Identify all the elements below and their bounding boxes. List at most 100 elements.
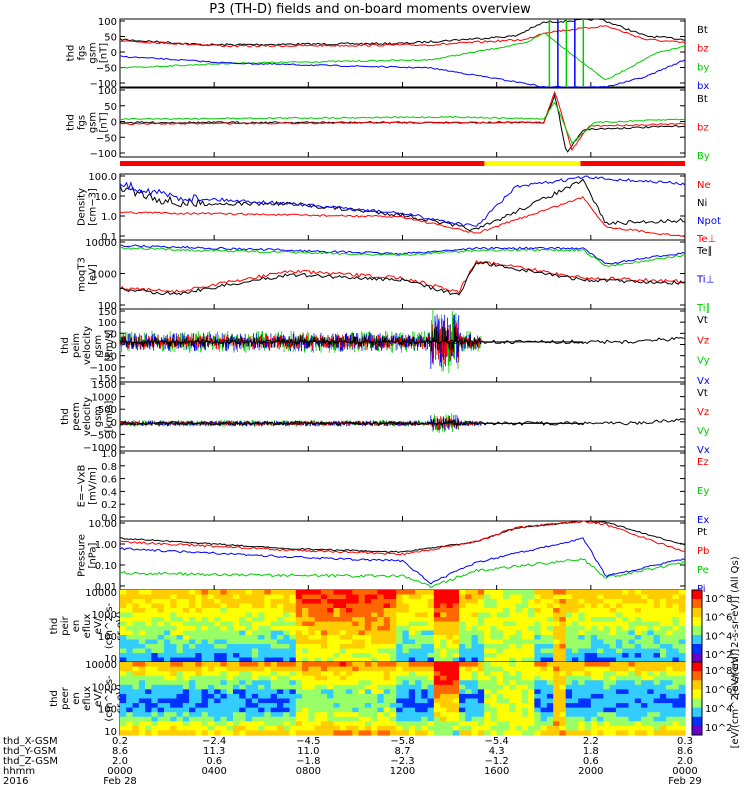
spectro-cell [138,703,146,709]
legend-Ne: Ne [697,180,711,191]
spectro-cell [214,603,222,609]
spectro-cell [615,707,623,713]
y-tick-label: 0 [111,418,117,429]
spectro-cell [459,698,466,704]
spectro-cell [182,725,190,732]
spectro-cell [176,653,184,659]
spectro-cell [421,621,429,627]
spectro-cell [597,635,604,641]
spectro-cell [327,594,335,600]
spectro-cell [540,703,548,709]
spectro-cell [201,698,209,704]
spectro-cell [615,712,623,718]
legend-Ti⊥: Ti⊥ [696,275,714,286]
y-axis-label: gsm [88,112,99,133]
spectro-cell [151,621,159,627]
spectro-cell [465,657,473,663]
spectro-cell [628,693,636,700]
spectro-cell [597,612,604,618]
spectro-cell [295,594,303,600]
spectro-cell [628,684,636,690]
spectro-cell [603,716,611,722]
spectro-cell [270,599,278,605]
spectro-cell [459,703,466,709]
spectro-cell [389,693,397,700]
spectro-cell [151,725,159,732]
spectro-cell [157,603,165,609]
spectro-cell [207,630,215,636]
spectro-cell [452,644,460,650]
spectro-cell [389,608,397,614]
spectro-cell [597,621,604,627]
spectro-cell [534,635,542,641]
spectro-cell [465,630,473,636]
spectro-cell [515,626,523,632]
spectro-cell [647,698,655,704]
spectro-cell [383,635,391,641]
spectro-cell [471,612,479,618]
spectro-cell [201,707,209,713]
spectro-cell [597,721,604,727]
spectro-cell [515,657,523,663]
spectro-cell [584,603,592,609]
spectro-cell [465,599,473,605]
spectro-cell [289,730,297,736]
spectro-cell [207,599,215,605]
spectro-cell [496,612,504,618]
spectro-cell [415,608,422,614]
spectro-cell [628,698,636,704]
spectro-cell [572,721,579,727]
spectro-cell [151,662,159,668]
spectro-cell [408,653,416,659]
spectro-cell [502,594,510,600]
spectro-cell [389,666,397,672]
spectro-cell [189,684,196,690]
spectro-cell [245,639,253,645]
spectro-cell [553,635,561,641]
spectro-cell [528,617,535,623]
spectro-cell [176,698,184,704]
spectro-cell [145,608,152,614]
spectro-cell [270,662,278,668]
spectro-cell [659,644,667,650]
spectro-cell [245,716,253,722]
spectro-cell [465,639,473,645]
spectro-cell [546,626,554,632]
spectro-cell [628,666,636,672]
spectro-cell [226,612,234,618]
spectro-cell [189,666,196,672]
spectro-cell [521,599,529,605]
spectro-cell [308,590,316,596]
spectro-cell [346,693,353,700]
spectro-cell [201,721,209,727]
spectro-cell [641,662,648,668]
spectro-cell [302,621,309,627]
spectro-cell [553,675,561,681]
spectro-cell [465,635,473,641]
spectro-cell [440,630,448,636]
spectro-cell [615,621,623,627]
spectro-cell [408,630,416,636]
spectro-cell [352,693,360,700]
spectro-cell [628,675,636,681]
spectro-cell [521,680,529,686]
spectro-cell [572,603,579,609]
spectro-cell [465,608,473,614]
spectro-cell [440,626,448,632]
spectro-cell [189,707,196,713]
spectro-cell [515,725,523,732]
y-axis-label: gsm [93,335,104,356]
spectro-cell [383,644,391,650]
spectro-cell [408,657,416,663]
spectro-cell [477,698,485,704]
spectro-cell [182,671,190,677]
spectro-cell [176,703,184,709]
spectro-cell [421,689,429,695]
spectro-cell [515,693,523,700]
spectro-cell [276,626,284,632]
spectro-cell [521,608,529,614]
spectro-cell [258,662,265,668]
spectro-cell [427,675,435,681]
spectro-cell [584,635,592,641]
